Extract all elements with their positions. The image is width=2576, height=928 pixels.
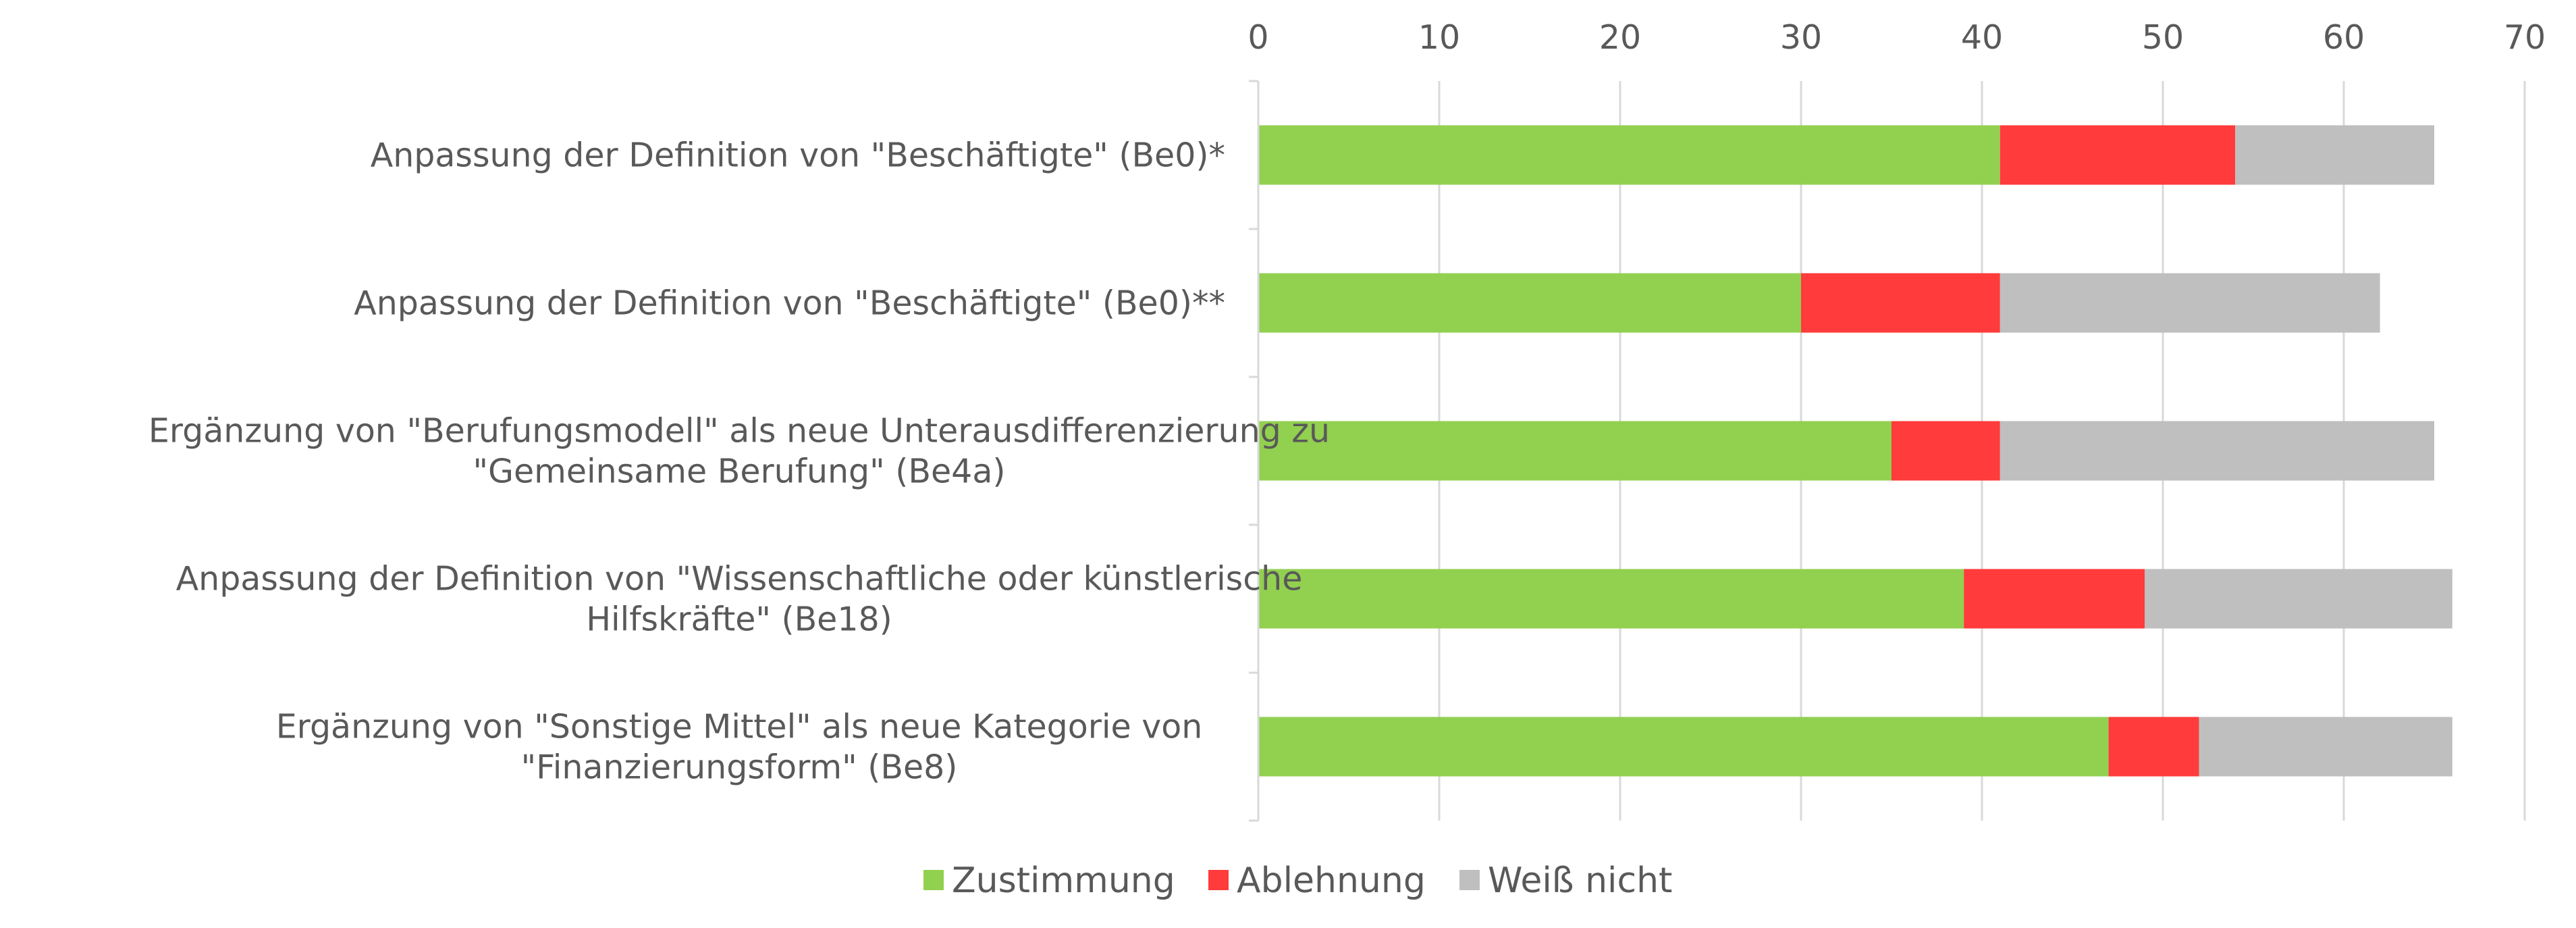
category-label-line: Anpassung der Definition von "Beschäftig…: [354, 284, 1225, 323]
legend-swatch: [1459, 870, 1480, 890]
x-tick-label: 60: [2323, 18, 2365, 57]
category-label-line: Ergänzung von "Sonstige Mittel" als neue…: [276, 708, 1203, 746]
bar-ablehnung: [2108, 717, 2199, 777]
category-label: Anpassung der Definition von "Beschäftig…: [371, 136, 1225, 175]
axes: 0 10 20 30 40 50 60 70: [1247, 18, 2546, 822]
bar-ablehnung: [2000, 125, 2236, 185]
bar-zustimmung: [1258, 421, 1891, 481]
bars: [1258, 125, 2452, 777]
category-label-line: Anpassung der Definition von "Wissenscha…: [176, 560, 1303, 598]
x-tick-label: 0: [1247, 18, 1268, 57]
legend: Zustimmung Ablehnung Weiß nicht: [923, 860, 1672, 901]
legend-swatch: [923, 870, 944, 890]
bar-zustimmung: [1258, 273, 1801, 333]
legend-label: Zustimmung: [952, 860, 1175, 901]
category-label-line: Hilfskräfte" (Be18): [586, 600, 892, 639]
category-label-line: Ergänzung von "Berufungsmodell" als neue…: [149, 412, 1330, 450]
bar-ablehnung: [1891, 421, 2000, 481]
category-label-line: "Gemeinsame Berufung" (Be4a): [473, 453, 1006, 491]
bar-wei-nicht: [2199, 717, 2452, 777]
bar-ablehnung: [1964, 569, 2145, 629]
x-tick-label: 40: [1961, 18, 2003, 57]
category-label: Anpassung der Definition von "Wissenscha…: [176, 560, 1303, 639]
bar-wei-nicht: [2145, 569, 2452, 629]
bar-zustimmung: [1258, 569, 1964, 629]
category-label: Ergänzung von "Berufungsmodell" als neue…: [149, 412, 1330, 491]
bar-ablehnung: [1801, 273, 2000, 333]
legend-label: Ablehnung: [1237, 860, 1426, 901]
legend-label: Weiß nicht: [1488, 860, 1672, 901]
category-label: Ergänzung von "Sonstige Mittel" als neue…: [276, 708, 1203, 787]
x-tick-label: 70: [2504, 18, 2546, 57]
legend-item: Zustimmung: [923, 860, 1175, 901]
legend-item: Ablehnung: [1208, 860, 1426, 901]
bar-zustimmung: [1258, 717, 2109, 777]
bar-wei-nicht: [2000, 273, 2380, 333]
x-tick-label: 10: [1418, 18, 1460, 57]
bar-wei-nicht: [2235, 125, 2434, 185]
legend-item: Weiß nicht: [1459, 860, 1672, 901]
x-tick-label: 50: [2142, 18, 2184, 57]
category-labels: Anpassung der Definition von "Beschäftig…: [149, 136, 1330, 787]
category-label-line: Anpassung der Definition von "Beschäftig…: [371, 136, 1225, 175]
bar-zustimmung: [1258, 125, 2000, 185]
x-tick-label: 20: [1599, 18, 1641, 57]
category-label-line: "Finanzierungsform" (Be8): [521, 748, 958, 787]
bar-wei-nicht: [2000, 421, 2434, 481]
x-tick-label: 30: [1780, 18, 1822, 57]
category-label: Anpassung der Definition von "Beschäftig…: [354, 284, 1225, 323]
legend-swatch: [1208, 870, 1229, 890]
